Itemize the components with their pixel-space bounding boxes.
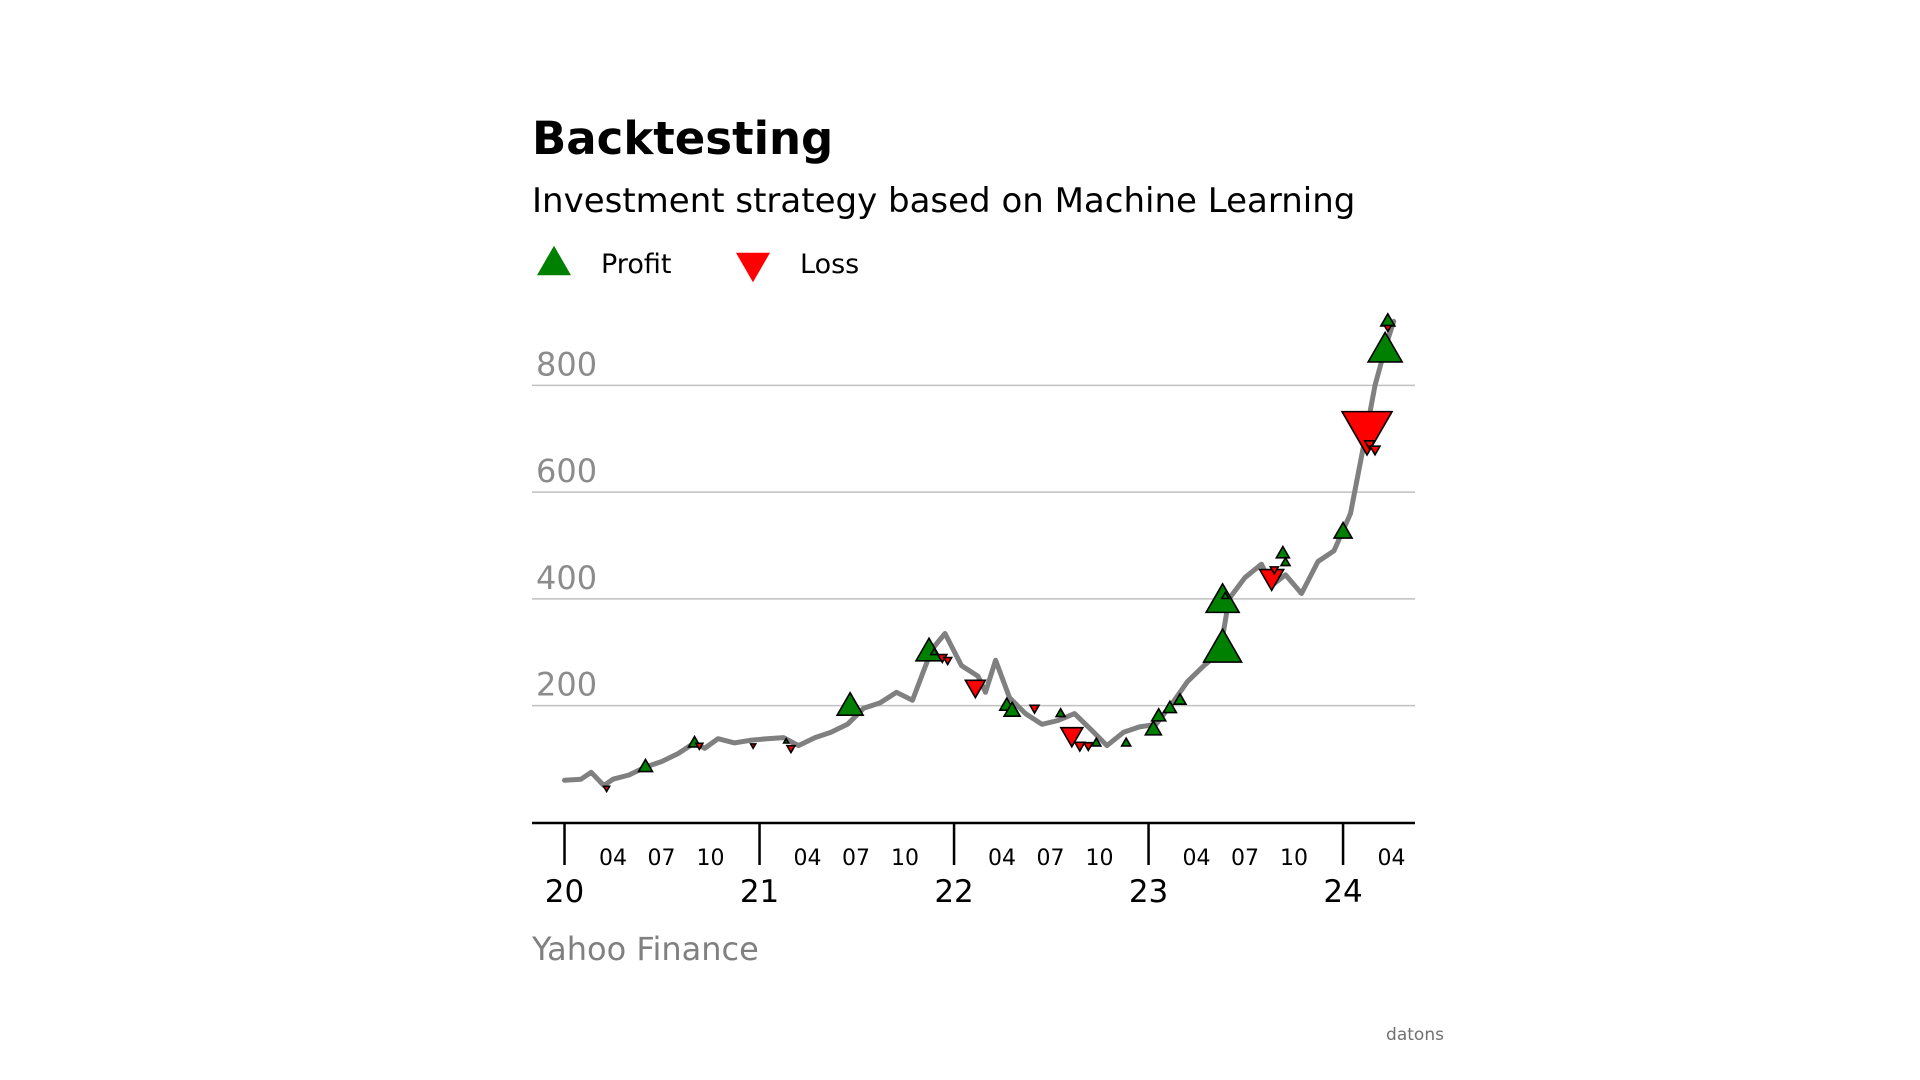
profit-marker-31 xyxy=(1274,544,1291,559)
chart-title: Backtesting xyxy=(532,112,833,165)
y-tick-label-200: 200 xyxy=(536,666,597,704)
profit-marker-25 xyxy=(1172,692,1188,706)
legend-label-loss: Loss xyxy=(800,249,859,280)
loss-marker-15 xyxy=(1028,704,1041,715)
profit-marker-21 xyxy=(1120,736,1133,747)
loss-marker-35 xyxy=(1363,440,1377,452)
x-minor-label-1: 07 xyxy=(647,846,675,871)
x-major-label-22: 22 xyxy=(934,874,973,910)
trade-markers xyxy=(602,312,1404,794)
profit-marker-20 xyxy=(1090,736,1103,747)
x-major-label-20: 20 xyxy=(545,874,584,910)
loss-marker-36 xyxy=(1368,445,1382,457)
profit-marker-1 xyxy=(637,757,654,773)
y-tick-labels: 200 400 600 800 xyxy=(536,345,597,703)
loss-marker-39 xyxy=(1382,324,1393,334)
legend: Profit Loss xyxy=(537,245,859,283)
loss-marker-30 xyxy=(1268,566,1280,576)
loss-marker-12 xyxy=(963,679,987,700)
loss-marker-18 xyxy=(1073,741,1087,753)
y-tick-label-600: 600 xyxy=(536,452,597,490)
x-major-label-21: 21 xyxy=(740,874,779,910)
profit-marker-22 xyxy=(1143,719,1163,736)
x-minor-label-3: 04 xyxy=(794,846,822,871)
profit-marker-5 xyxy=(782,737,791,744)
loss-marker-0 xyxy=(602,785,611,794)
profit-marker-9 xyxy=(929,646,940,656)
credit-label: datons xyxy=(1386,1025,1444,1045)
x-minor-label-9: 04 xyxy=(1183,846,1211,871)
loss-marker-11 xyxy=(942,656,954,667)
profit-marker-33 xyxy=(1332,520,1354,539)
x-major-label-23: 23 xyxy=(1129,874,1168,910)
profit-marker-28 xyxy=(1220,590,1231,600)
x-major-label-24: 24 xyxy=(1323,874,1362,910)
profit-marker-32 xyxy=(1279,556,1292,567)
x-minor-label-4: 07 xyxy=(842,846,870,871)
legend-label-profit: Profit xyxy=(601,249,671,280)
loss-marker-3 xyxy=(694,742,705,751)
legend-marker-profit xyxy=(537,245,571,276)
loss-marker-34 xyxy=(1340,410,1394,457)
x-minor-label-8: 10 xyxy=(1086,846,1114,871)
profit-marker-23 xyxy=(1150,707,1168,722)
x-minor-label-2: 10 xyxy=(697,846,725,871)
profit-marker-7 xyxy=(835,691,865,717)
y-tick-label-800: 800 xyxy=(536,345,597,383)
profit-marker-14 xyxy=(1002,700,1022,717)
profit-marker-16 xyxy=(1054,707,1067,718)
profit-marker-24 xyxy=(1161,699,1178,714)
loss-marker-4 xyxy=(749,743,758,750)
x-minor-label-7: 07 xyxy=(1037,846,1065,871)
x-axis: 20 21 22 23 24 04 07 10 04 07 10 04 07 10 04 07 10 04 xyxy=(532,821,1415,910)
y-tick-label-400: 400 xyxy=(536,559,597,597)
loss-marker-6 xyxy=(785,744,797,755)
chart-subtitle: Investment strategy based on Machine Lea… xyxy=(532,181,1355,221)
x-minor-label-0: 04 xyxy=(599,846,627,871)
x-minor-label-11: 10 xyxy=(1280,846,1308,871)
source-label: Yahoo Finance xyxy=(531,930,759,968)
x-minor-label-6: 04 xyxy=(988,846,1016,871)
price-line-0 xyxy=(562,318,1397,789)
profit-marker-37 xyxy=(1366,330,1404,363)
x-minor-label-10: 07 xyxy=(1231,846,1259,871)
y-gridlines xyxy=(532,384,1415,707)
loss-marker-17 xyxy=(1059,726,1085,749)
x-minor-label-12: 04 xyxy=(1378,846,1406,871)
price-series xyxy=(562,318,1397,789)
legend-marker-loss xyxy=(736,252,770,283)
profit-marker-27 xyxy=(1202,627,1244,663)
x-minor-label-5: 10 xyxy=(891,846,919,871)
